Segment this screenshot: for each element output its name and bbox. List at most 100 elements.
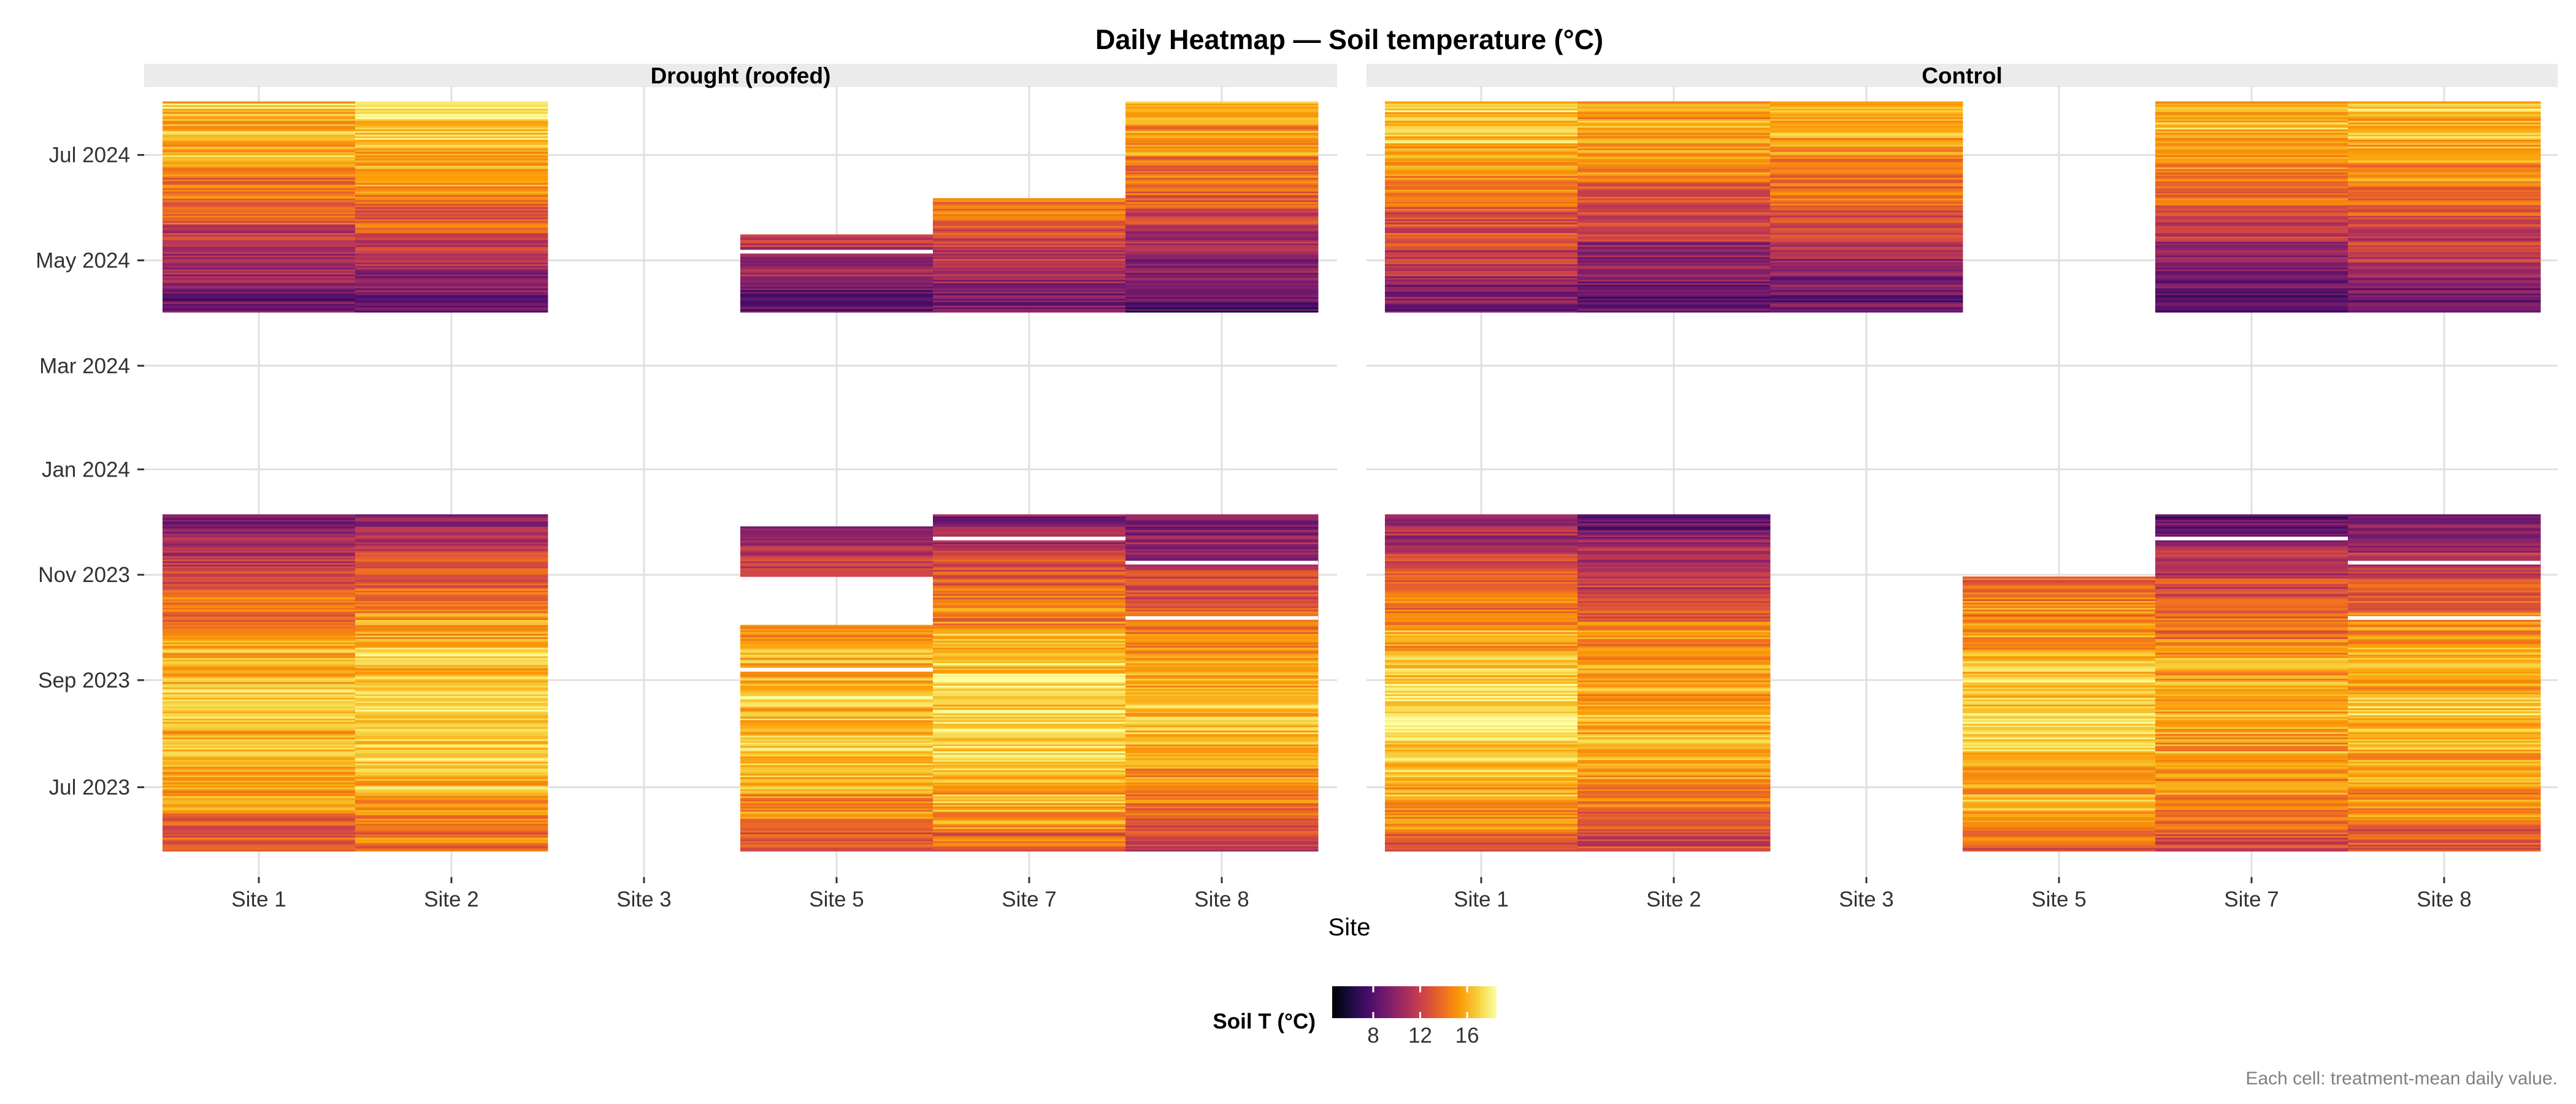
heatmap-cell: [1577, 246, 1771, 249]
heatmap-cell: [1125, 194, 1319, 197]
heatmap-cell: [933, 229, 1126, 232]
heatmap-cell: [933, 561, 1126, 563]
heatmap-cell: [1385, 649, 1578, 651]
heatmap-cell: [1125, 713, 1319, 715]
heatmap-cell: [1577, 171, 1771, 173]
heatmap-cell: [1963, 794, 2156, 797]
heatmap-cell: [933, 599, 1126, 601]
heatmap-cell: [2155, 151, 2348, 154]
heatmap-cell: [1385, 773, 1578, 776]
heatmap-cell: [1770, 148, 1963, 150]
heatmap-cell: [2155, 753, 2348, 755]
heatmap-cell: [355, 518, 548, 520]
heatmap-cell: [1385, 707, 1578, 710]
heatmap-cell: [2155, 687, 2348, 689]
heatmap-cell: [1963, 839, 2156, 841]
heatmap-cell: [2348, 554, 2541, 556]
heatmap-cell: [2155, 516, 2348, 518]
heatmap-cell: [2348, 241, 2541, 243]
heatmap-cell: [163, 721, 356, 724]
heatmap-cell: [355, 661, 548, 664]
heatmap-cell: [1125, 207, 1319, 209]
heatmap-cell: [163, 521, 356, 524]
heatmap-cell: [933, 585, 1126, 588]
heatmap-cell: [1385, 198, 1578, 201]
heatmap-cell: [1963, 829, 2156, 831]
heatmap-cell: [1385, 231, 1578, 234]
heatmap-cell: [163, 575, 356, 577]
heatmap-cell: [355, 690, 548, 693]
heatmap-cell: [1385, 543, 1578, 546]
heatmap-cell: [1385, 696, 1578, 698]
heatmap-cell: [355, 709, 548, 712]
heatmap-cell: [355, 685, 548, 688]
heatmap-cell: [1385, 775, 1578, 778]
heatmap-cell: [2348, 597, 2541, 600]
heatmap-cell: [933, 533, 1126, 535]
heatmap-cell: [355, 213, 548, 216]
heatmap-cell: [1577, 763, 1771, 765]
heatmap-cell: [2348, 528, 2541, 531]
heatmap-cell: [1577, 550, 1771, 553]
heatmap-cell: [1577, 245, 1771, 247]
heatmap-cell: [740, 735, 933, 738]
heatmap-cell: [2155, 848, 2348, 850]
heatmap-cell: [163, 680, 356, 683]
heatmap-cell: [1385, 281, 1578, 283]
heatmap-cell: [163, 711, 356, 714]
heatmap-cell: [163, 766, 356, 769]
heatmap-cell: [1125, 258, 1319, 261]
heatmap-cell: [1577, 740, 1771, 743]
heatmap-cell: [1963, 664, 2156, 667]
heatmap-cell: [1125, 744, 1319, 746]
heatmap-cell: [933, 243, 1126, 245]
heatmap-cell: [2155, 293, 2348, 296]
heatmap-cell: [1577, 594, 1771, 596]
heatmap-cell: [163, 844, 356, 846]
heatmap-cell: [355, 844, 548, 846]
heatmap-cell: [355, 630, 548, 632]
heatmap-cell: [1770, 293, 1963, 296]
heatmap-cell: [1577, 607, 1771, 610]
heatmap-cell: [2155, 533, 2348, 535]
heatmap-cell: [933, 726, 1126, 729]
heatmap-cell: [1577, 697, 1771, 700]
heatmap-cell: [2155, 677, 2348, 679]
heatmap-cell: [2348, 120, 2541, 123]
heatmap-cell: [2348, 175, 2541, 178]
heatmap-cell: [2348, 694, 2541, 696]
heatmap-cell: [933, 220, 1126, 223]
heatmap-cell: [355, 697, 548, 700]
heatmap-cell: [2155, 298, 2348, 301]
heatmap-cell: [163, 215, 356, 218]
heatmap-cell: [2348, 305, 2541, 308]
heatmap-cell: [1385, 291, 1578, 294]
heatmap-cell: [933, 791, 1126, 793]
heatmap-cell: [740, 745, 933, 748]
heatmap-cell: [740, 571, 933, 573]
heatmap-cell: [740, 711, 933, 714]
heatmap-cell: [1770, 136, 1963, 139]
heatmap-cell: [1385, 538, 1578, 541]
heatmap-cell: [740, 556, 933, 558]
heatmap-cell: [163, 604, 356, 607]
heatmap-cell: [1770, 286, 1963, 289]
heatmap-cell: [740, 763, 933, 765]
heatmap-cell: [355, 179, 548, 182]
heatmap-cell: [1770, 245, 1963, 247]
heatmap-cell: [933, 618, 1126, 620]
heatmap-cell: [2155, 764, 2348, 767]
heatmap-cell: [1770, 182, 1963, 185]
heatmap-cell: [1770, 172, 1963, 175]
heatmap-cell: [1385, 519, 1578, 522]
heatmap-cell: [1385, 310, 1578, 313]
heatmap-cell: [1963, 837, 2156, 840]
heatmap-cell: [1125, 174, 1319, 177]
heatmap-cell: [1770, 150, 1963, 152]
heatmap-cell: [355, 543, 548, 546]
heatmap-cell: [2155, 519, 2348, 522]
heatmap-cell: [2348, 172, 2541, 175]
heatmap-cell: [1963, 692, 2156, 695]
heatmap-cell: [1125, 210, 1319, 213]
heatmap-cell: [163, 706, 356, 708]
